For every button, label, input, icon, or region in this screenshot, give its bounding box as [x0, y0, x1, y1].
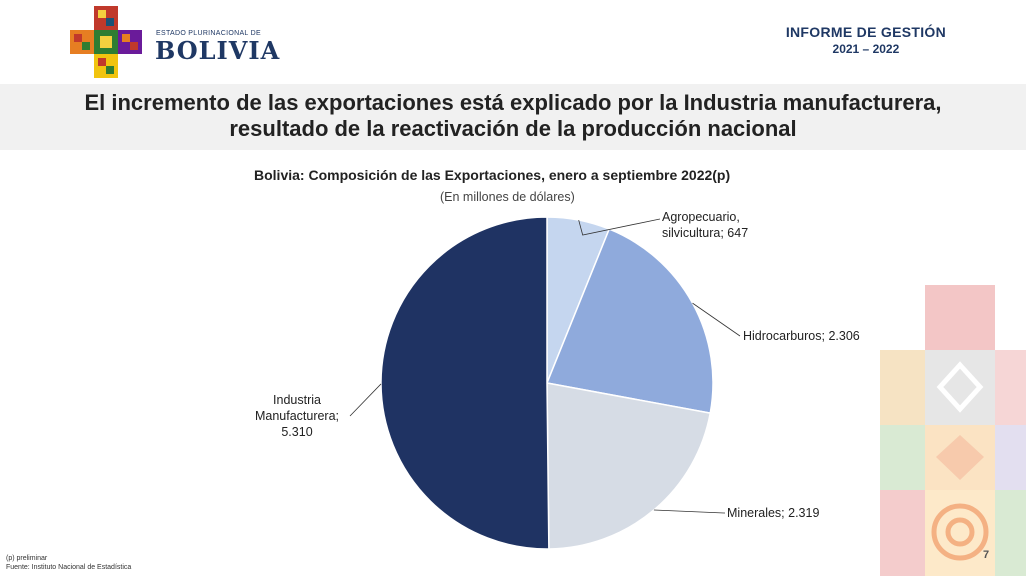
pie-slice-industria: [380, 216, 550, 550]
data-label-hidrocarburos: Hidrocarburos; 2.306: [743, 329, 860, 343]
headline-band: [0, 84, 1026, 150]
headline-line-1: El incremento de las exportaciones está …: [84, 90, 942, 115]
slide-header: ESTADO PLURINACIONAL DE BOLIVIA INFORME …: [0, 0, 1026, 82]
bolivia-logo: [70, 6, 142, 78]
data-label-agropecuario: Agropecuario, silvicultura; 647: [662, 210, 748, 240]
pie-slice-minerales: [546, 382, 712, 550]
leader-line-industria: [349, 383, 382, 417]
data-label-minerales: Minerales; 2.319: [727, 506, 819, 520]
report-years: 2021 – 2022: [832, 42, 900, 56]
brand-name: BOLIVIA: [155, 36, 281, 65]
textile-decoration: [880, 285, 1026, 576]
slide-headline: El incremento de las exportaciones está …: [0, 90, 1026, 142]
leader-line-minerales: [653, 509, 725, 514]
report-badge: INFORME DE GESTIÓN 2021 – 2022: [786, 24, 946, 56]
leader-line-agropecuario: [578, 218, 661, 236]
pie-slice-hidrocarburos: [545, 228, 714, 415]
footnote-preliminar: (p) preliminar: [6, 555, 48, 562]
brand-small-text: ESTADO PLURINACIONAL DE: [156, 30, 261, 37]
source-note: Fuente: Instituto Nacional de Estadístic…: [6, 564, 132, 571]
headline-line-2: resultado de la reactivación de la produ…: [229, 116, 797, 141]
chart-subtitle: (En millones de dólares): [440, 190, 575, 204]
leader-line-hidrocarburos: [692, 302, 741, 337]
page-number: 7: [983, 549, 990, 561]
report-title: INFORME DE GESTIÓN: [785, 24, 946, 40]
data-label-industria: Industria Manufacturera; 5.310: [255, 393, 339, 439]
chart-title: Bolivia: Composición de las Exportacione…: [254, 167, 731, 183]
